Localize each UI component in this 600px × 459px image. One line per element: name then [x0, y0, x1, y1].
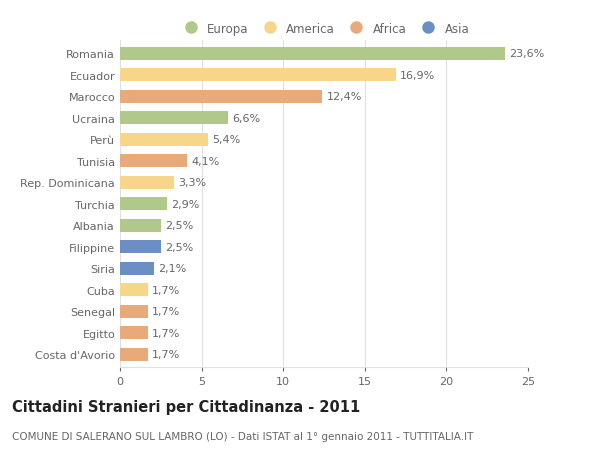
Bar: [120, 219, 161, 232]
Bar: [120, 198, 167, 211]
Text: 5,4%: 5,4%: [212, 135, 241, 145]
Text: 2,5%: 2,5%: [165, 242, 193, 252]
Text: 6,6%: 6,6%: [232, 113, 260, 123]
Bar: [120, 90, 322, 103]
Text: 12,4%: 12,4%: [326, 92, 362, 102]
Bar: [120, 112, 228, 125]
Text: 4,1%: 4,1%: [191, 157, 219, 166]
Text: 3,3%: 3,3%: [178, 178, 206, 188]
Bar: [120, 284, 148, 297]
Text: 1,7%: 1,7%: [152, 349, 180, 359]
Bar: [120, 326, 148, 339]
Bar: [120, 176, 174, 189]
Bar: [120, 134, 208, 146]
Text: 23,6%: 23,6%: [509, 49, 544, 59]
Text: COMUNE DI SALERANO SUL LAMBRO (LO) - Dati ISTAT al 1° gennaio 2011 - TUTTITALIA.: COMUNE DI SALERANO SUL LAMBRO (LO) - Dat…: [12, 431, 473, 442]
Bar: [120, 48, 505, 61]
Text: 1,7%: 1,7%: [152, 285, 180, 295]
Bar: [120, 348, 148, 361]
Bar: [120, 305, 148, 318]
Text: 2,5%: 2,5%: [165, 221, 193, 231]
Bar: [120, 69, 396, 82]
Bar: [120, 241, 161, 253]
Bar: [120, 262, 154, 275]
Text: 1,7%: 1,7%: [152, 307, 180, 316]
Text: 16,9%: 16,9%: [400, 71, 435, 81]
Text: Cittadini Stranieri per Cittadinanza - 2011: Cittadini Stranieri per Cittadinanza - 2…: [12, 399, 360, 414]
Bar: [120, 155, 187, 168]
Legend: Europa, America, Africa, Asia: Europa, America, Africa, Asia: [174, 18, 474, 40]
Text: 1,7%: 1,7%: [152, 328, 180, 338]
Text: 2,1%: 2,1%: [158, 263, 187, 274]
Text: 2,9%: 2,9%: [172, 199, 200, 209]
